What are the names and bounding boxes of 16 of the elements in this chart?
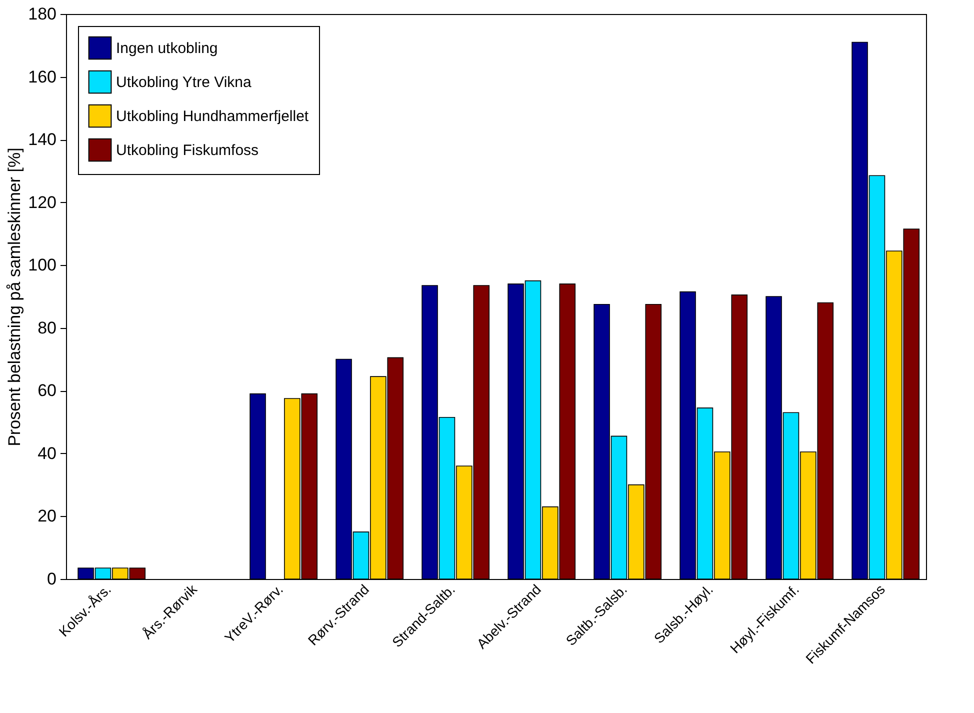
legend-label: Utkobling Hundhammerfjellet [116, 108, 310, 125]
y-axis-title: Prosent belastning på samleskinner [%] [5, 148, 24, 446]
y-tick-label: 120 [28, 192, 56, 212]
legend-label: Utkobling Ytre Vikna [116, 74, 252, 91]
y-tick-label: 140 [28, 130, 56, 150]
legend-label: Ingen utkobling [116, 40, 218, 57]
legend-label: Utkobling Fiskumfoss [116, 142, 259, 159]
y-tick-label: 80 [38, 318, 56, 338]
y-tick-label: 160 [28, 67, 56, 86]
bar [250, 393, 266, 580]
y-tick-label: 20 [38, 506, 56, 526]
y-tick-label: 0 [47, 570, 56, 588]
y-tick-label: 180 [28, 4, 56, 24]
y-tick-label: 40 [38, 444, 56, 463]
y-tick-label: 60 [38, 381, 56, 400]
y-tick-label: 100 [28, 256, 56, 275]
